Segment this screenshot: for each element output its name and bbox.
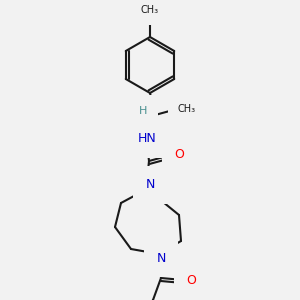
- Text: H: H: [139, 106, 147, 116]
- Text: HN: HN: [138, 133, 156, 146]
- Text: N: N: [145, 178, 155, 191]
- Text: CH₃: CH₃: [141, 5, 159, 15]
- Text: O: O: [186, 274, 196, 286]
- Text: N: N: [156, 251, 166, 265]
- Text: O: O: [174, 148, 184, 161]
- Text: CH₃: CH₃: [178, 104, 196, 114]
